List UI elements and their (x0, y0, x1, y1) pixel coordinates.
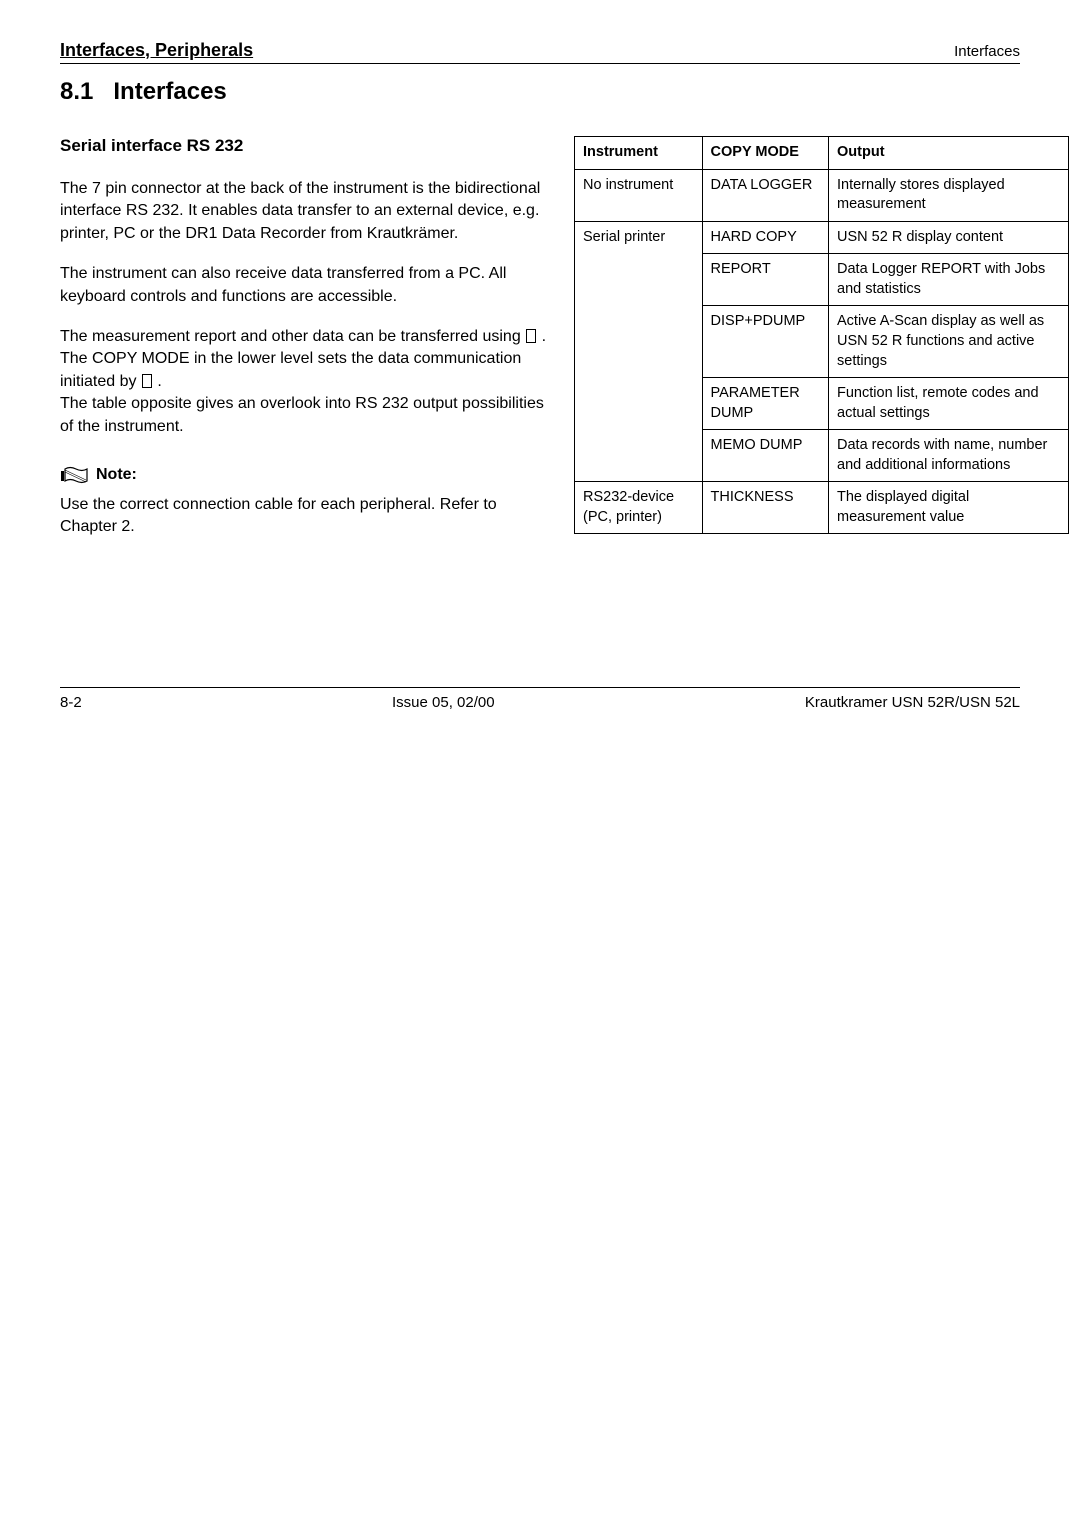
key-icon (526, 329, 536, 343)
cell-output: The displayed digital measurement value (829, 482, 1069, 534)
table-row: DISP+PDUMP Active A-Scan display as well… (575, 306, 1069, 378)
section-number: 8.1 (60, 78, 93, 105)
cell-mode: HARD COPY (702, 221, 828, 254)
table-row: REPORT Data Logger REPORT with Jobs and … (575, 254, 1069, 306)
cell-output: Function list, remote codes and actual s… (829, 378, 1069, 430)
th-copymode: COPY MODE (702, 137, 828, 170)
content-area: Serial interface RS 232 The 7 pin connec… (60, 136, 1020, 557)
cell-mode: REPORT (702, 254, 828, 306)
rs232-table: Instrument COPY MODE Output No instrumen… (574, 136, 1069, 534)
cell-instrument (575, 254, 703, 306)
th-instrument: Instrument (575, 137, 703, 170)
left-column: Serial interface RS 232 The 7 pin connec… (60, 136, 550, 557)
cell-output: Data Logger REPORT with Jobs and statist… (829, 254, 1069, 306)
table-row: MEMO DUMP Data records with name, number… (575, 430, 1069, 482)
table-header-row: Instrument COPY MODE Output (575, 137, 1069, 170)
cell-output: USN 52 R display content (829, 221, 1069, 254)
th-output: Output (829, 137, 1069, 170)
cell-mode: PARAMETER DUMP (702, 378, 828, 430)
page-header: Interfaces, Peripherals Interfaces (60, 40, 1020, 64)
paragraph-2: The instrument can also receive data tra… (60, 263, 550, 308)
cell-output: Active A-Scan display as well as USN 52 … (829, 306, 1069, 378)
footer-right: Krautkramer USN 52R/USN 52L (805, 694, 1020, 711)
header-right: Interfaces (954, 43, 1020, 60)
key-icon (142, 374, 152, 388)
cell-instrument: No instrument (575, 169, 703, 221)
table-row: Serial printer HARD COPY USN 52 R displa… (575, 221, 1069, 254)
cell-instrument: RS232-device (PC, printer) (575, 482, 703, 534)
cell-output: Internally stores displayed measurement (829, 169, 1069, 221)
note-label: Note: (96, 466, 137, 484)
p3-part-d: The table opposite gives an overlook int… (60, 395, 544, 434)
cell-mode: DISP+PDUMP (702, 306, 828, 378)
page: Interfaces, Peripherals Interfaces 8.1 I… (0, 0, 1080, 751)
cell-instrument: Serial printer (575, 221, 703, 254)
cell-instrument (575, 378, 703, 430)
p3-part-a: The measurement report and other data ca… (60, 328, 525, 345)
cell-output: Data records with name, number and addit… (829, 430, 1069, 482)
section-title: 8.1 Interfaces (60, 78, 1020, 106)
note-header: Note: (60, 466, 550, 484)
note-icon (60, 466, 88, 484)
right-column: Instrument COPY MODE Output No instrumen… (574, 136, 1069, 534)
subheading: Serial interface RS 232 (60, 136, 550, 156)
cell-instrument (575, 306, 703, 378)
paragraph-1: The 7 pin connector at the back of the i… (60, 178, 550, 245)
cell-mode: THICKNESS (702, 482, 828, 534)
footer-center: Issue 05, 02/00 (392, 694, 495, 711)
page-footer: 8-2 Issue 05, 02/00 Krautkramer USN 52R/… (60, 688, 1020, 711)
table-row: No instrument DATA LOGGER Internally sto… (575, 169, 1069, 221)
header-left: Interfaces, Peripherals (60, 40, 253, 61)
cell-mode: MEMO DUMP (702, 430, 828, 482)
table-row: RS232-device (PC, printer) THICKNESS The… (575, 482, 1069, 534)
paragraph-3: The measurement report and other data ca… (60, 326, 550, 438)
cell-mode: DATA LOGGER (702, 169, 828, 221)
footer-left: 8-2 (60, 694, 82, 711)
p3-part-c: . (153, 373, 162, 390)
section-name: Interfaces (113, 78, 226, 105)
note-text: Use the correct connection cable for eac… (60, 494, 550, 539)
table-row: PARAMETER DUMP Function list, remote cod… (575, 378, 1069, 430)
cell-instrument (575, 430, 703, 482)
